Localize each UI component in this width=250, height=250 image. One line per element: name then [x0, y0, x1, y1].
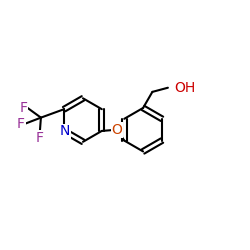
Text: F: F [36, 131, 44, 145]
Text: N: N [60, 124, 70, 138]
Text: F: F [20, 101, 28, 115]
Text: F: F [17, 117, 25, 131]
Text: O: O [112, 123, 122, 137]
Text: OH: OH [174, 81, 195, 95]
